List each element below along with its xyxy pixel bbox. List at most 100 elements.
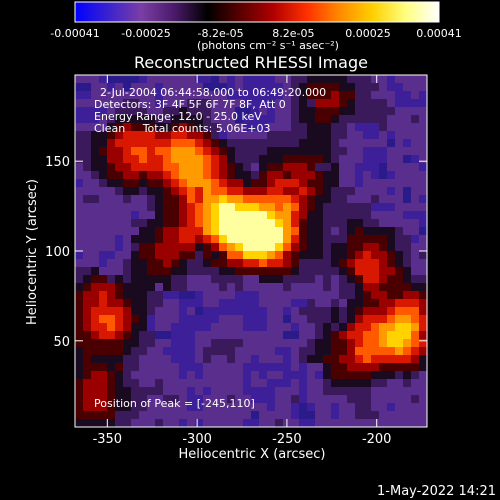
heatmap-cell — [419, 211, 427, 220]
heatmap-cell — [83, 235, 92, 244]
heatmap-cell — [227, 371, 236, 380]
heatmap-cell — [235, 259, 244, 268]
heatmap-cell — [195, 251, 204, 260]
heatmap-cell — [163, 91, 172, 100]
heatmap-cell — [203, 331, 212, 340]
heatmap-cell — [75, 163, 84, 172]
heatmap-cell — [307, 267, 316, 276]
heatmap-cell — [387, 243, 396, 252]
heatmap-cell — [123, 419, 132, 427]
heatmap-cell — [251, 163, 260, 172]
heatmap-cell — [387, 371, 396, 380]
heatmap-cell — [339, 123, 348, 132]
heatmap-cell — [235, 91, 244, 100]
info-energy-range: Energy Range: 12.0 - 25.0 keV — [94, 110, 262, 123]
heatmap-cell — [395, 379, 404, 388]
heatmap-cell — [315, 75, 324, 84]
heatmap-cell — [179, 187, 188, 196]
heatmap-cell — [147, 411, 156, 420]
heatmap-cell — [131, 251, 140, 260]
heatmap-cell — [291, 187, 300, 196]
heatmap-cell — [307, 251, 316, 260]
heatmap-cell — [171, 339, 180, 348]
heatmap-cell — [419, 363, 427, 372]
heatmap-cell — [131, 267, 140, 276]
heatmap-cell — [291, 275, 300, 284]
heatmap-cell — [155, 307, 164, 316]
heatmap-cell — [371, 355, 380, 364]
heatmap-cell — [395, 323, 404, 332]
heatmap-cell — [243, 107, 252, 116]
heatmap-cell — [99, 315, 108, 324]
heatmap-cell — [387, 163, 396, 172]
heatmap-cell — [251, 227, 260, 236]
heatmap-cell — [243, 139, 252, 148]
heatmap-cell — [283, 259, 292, 268]
heatmap-cell — [219, 395, 228, 404]
heatmap-cell — [99, 251, 108, 260]
heatmap-cell — [163, 419, 172, 427]
heatmap-cell — [235, 147, 244, 156]
heatmap-cell — [251, 363, 260, 372]
heatmap-cell — [323, 323, 332, 332]
heatmap-cell — [275, 179, 284, 188]
heatmap-cell — [187, 171, 196, 180]
heatmap-cell — [203, 147, 212, 156]
heatmap-cell — [235, 187, 244, 196]
heatmap-cell — [83, 163, 92, 172]
heatmap-cell — [371, 371, 380, 380]
heatmap-cell — [251, 291, 260, 300]
heatmap-cell — [395, 83, 404, 92]
heatmap-cell — [363, 163, 372, 172]
heatmap-cell — [171, 123, 180, 132]
heatmap-cell — [299, 291, 308, 300]
heatmap-cell — [283, 139, 292, 148]
heatmap-cell — [291, 363, 300, 372]
heatmap-cell — [387, 107, 396, 116]
heatmap-cell — [371, 291, 380, 300]
heatmap-cell — [83, 171, 92, 180]
heatmap-cell — [99, 211, 108, 220]
heatmap-cell — [331, 211, 340, 220]
heatmap-cell — [147, 179, 156, 188]
heatmap-cell — [147, 227, 156, 236]
heatmap-cell — [235, 83, 244, 92]
heatmap-cell — [139, 275, 148, 284]
heatmap-cell — [363, 331, 372, 340]
heatmap-cell — [395, 283, 404, 292]
heatmap-cell — [339, 259, 348, 268]
heatmap-cell — [227, 387, 236, 396]
heatmap-cell — [171, 147, 180, 156]
heatmap-cell — [83, 99, 92, 108]
heatmap-cell — [363, 91, 372, 100]
heatmap-cell — [267, 387, 276, 396]
heatmap-cell — [395, 267, 404, 276]
heatmap-cell — [91, 363, 100, 372]
heatmap-cell — [131, 235, 140, 244]
heatmap-cell — [283, 219, 292, 228]
heatmap-cell — [251, 211, 260, 220]
heatmap-cell — [315, 267, 324, 276]
heatmap-cell — [187, 163, 196, 172]
heatmap-cell — [347, 347, 356, 356]
heatmap-cell — [331, 99, 340, 108]
heatmap-cell — [339, 347, 348, 356]
heatmap-cell — [347, 307, 356, 316]
heatmap-cell — [259, 275, 268, 284]
heatmap-cell — [75, 107, 84, 116]
heatmap-cell — [299, 107, 308, 116]
heatmap-cell — [163, 163, 172, 172]
heatmap-cell — [155, 187, 164, 196]
heatmap-cell — [99, 323, 108, 332]
heatmap-cell — [275, 171, 284, 180]
heatmap-cell — [355, 355, 364, 364]
heatmap-cell — [267, 251, 276, 260]
heatmap-cell — [419, 75, 427, 84]
heatmap-cell — [115, 299, 124, 308]
heatmap-cell — [203, 419, 212, 427]
heatmap-cell — [187, 363, 196, 372]
heatmap-cell — [307, 107, 316, 116]
heatmap-cell — [363, 155, 372, 164]
heatmap-cell — [267, 379, 276, 388]
heatmap-cell — [259, 139, 268, 148]
